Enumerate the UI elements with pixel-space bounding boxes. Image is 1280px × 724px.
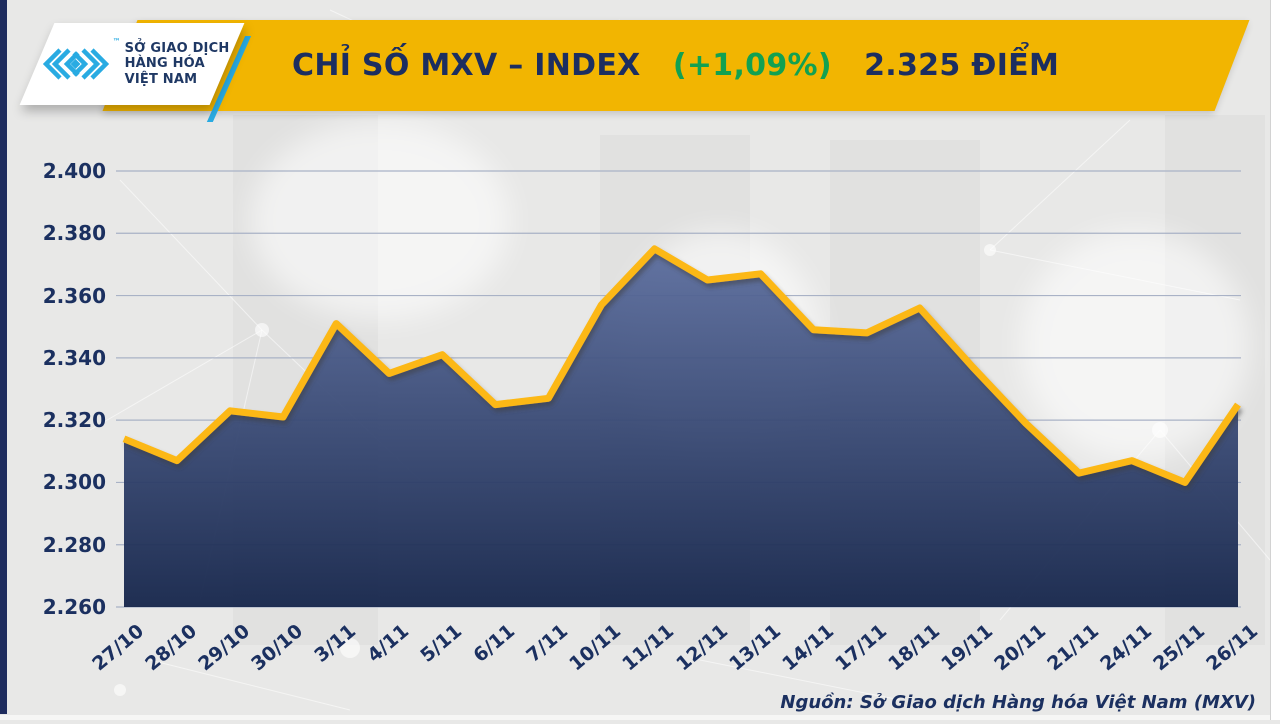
mxv-logo-text: SỞ GIAO DỊCH HÀNG HÓA VIỆT NAM xyxy=(125,41,230,88)
source-attribution: Nguồn: Sở Giao dịch Hàng hóa Việt Nam (M… xyxy=(780,692,1256,713)
y-axis-label: 2.300 xyxy=(42,470,106,495)
mxv-logo-icon xyxy=(42,48,109,80)
y-axis-label: 2.260 xyxy=(42,595,106,619)
logo-text-line3: VIỆT NAM xyxy=(124,71,198,87)
y-axis-label: 2.280 xyxy=(42,532,106,557)
title-banner: CHỈ SỐ MXV – INDEX (+1,09%) 2.325 ĐIỂM xyxy=(102,20,1250,111)
logo-text-line2: HÀNG HÓA xyxy=(124,56,205,72)
line-series xyxy=(122,245,1241,486)
logo-text-line1: SỞ GIAO DỊCH xyxy=(124,40,230,56)
trademark-symbol: ™ xyxy=(112,37,121,46)
map-watermark-blob xyxy=(1020,230,1250,460)
title-prefix: CHỈ SỐ MXV – INDEX xyxy=(292,48,642,83)
chart-title: CHỈ SỐ MXV – INDEX (+1,09%) 2.325 ĐIỂM xyxy=(292,48,1059,83)
left-edge-bar xyxy=(0,0,7,714)
y-axis-label: 2.320 xyxy=(42,408,106,433)
y-axis-label: 2.360 xyxy=(42,283,106,308)
bottom-edge-bar xyxy=(0,715,1280,720)
title-points: 2.325 ĐIỂM xyxy=(864,48,1060,83)
y-axis-label: 2.400 xyxy=(42,159,106,183)
y-axis-label: 2.340 xyxy=(42,345,106,370)
title-change-percent: (+1,09%) xyxy=(673,48,833,83)
map-watermark-blob xyxy=(250,120,510,320)
right-edge-bar xyxy=(1270,0,1280,720)
mxv-logo-card: ™ SỞ GIAO DỊCH HÀNG HÓA VIỆT NAM xyxy=(19,23,245,105)
area-series xyxy=(124,248,1238,607)
y-axis-label: 2.380 xyxy=(42,221,106,246)
